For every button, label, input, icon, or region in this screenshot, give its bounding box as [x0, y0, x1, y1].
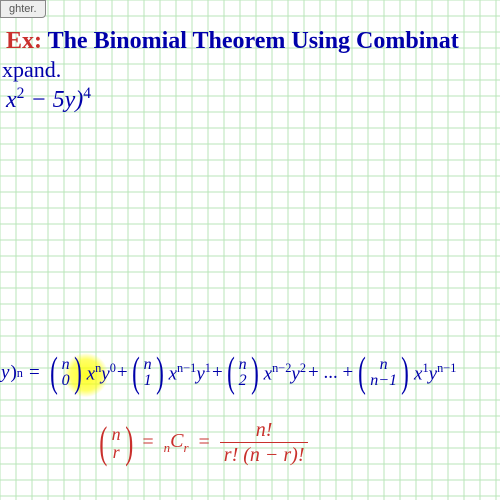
slide-title: Ex: The Binomial Theorem Using Combinat — [0, 28, 500, 55]
term-2: xn−2y2 — [264, 361, 306, 385]
red-eq-1: = — [142, 431, 153, 454]
binom-0: ( n0 ) — [47, 352, 85, 394]
problem-expression: x2 − 5y)4 — [0, 85, 500, 114]
binom-1: ( n1 ) — [129, 352, 167, 394]
equals-sign: = — [29, 362, 40, 384]
term-last: x1yn−1 — [414, 361, 456, 385]
lhs-exp: n — [17, 366, 23, 381]
binomial-formula: y)n = ( n0 ) xny0 + ( n1 ) xn−1y1 + ( n2… — [0, 352, 500, 394]
combination-formula: ( n r ) = nCr = n! r! (n − r)! — [96, 418, 312, 467]
ellipsis: + ... + — [308, 362, 353, 384]
slide-content: Ex: The Binomial Theorem Using Combinat … — [0, 28, 500, 114]
expr-middle: − 5y) — [24, 87, 83, 113]
term-0: xny0 — [87, 361, 116, 385]
lhs-y: y — [1, 362, 9, 384]
term-1: xn−1y1 — [169, 361, 211, 385]
red-binom-bot: r — [113, 443, 120, 461]
ncr-notation: nCr — [164, 430, 189, 456]
instruction-text: xpand. — [0, 57, 500, 83]
frac-num: n! — [252, 418, 277, 442]
expr-x: x — [6, 87, 17, 113]
frac-den: r! (n − r)! — [220, 443, 309, 467]
red-binom-top: n — [112, 425, 121, 443]
expr-outer-exp: 4 — [83, 85, 91, 102]
fraction: n! r! (n − r)! — [220, 418, 309, 467]
browser-tab[interactable]: ghter. — [0, 0, 46, 18]
title-main: The Binomial Theorem Using Combinat — [42, 28, 459, 54]
title-prefix: Ex: — [6, 28, 42, 54]
binom-last: ( nn−1 ) — [355, 352, 412, 394]
tab-label: ghter. — [9, 3, 37, 15]
red-eq-2: = — [199, 431, 210, 454]
binom-2: ( n2 ) — [224, 352, 262, 394]
